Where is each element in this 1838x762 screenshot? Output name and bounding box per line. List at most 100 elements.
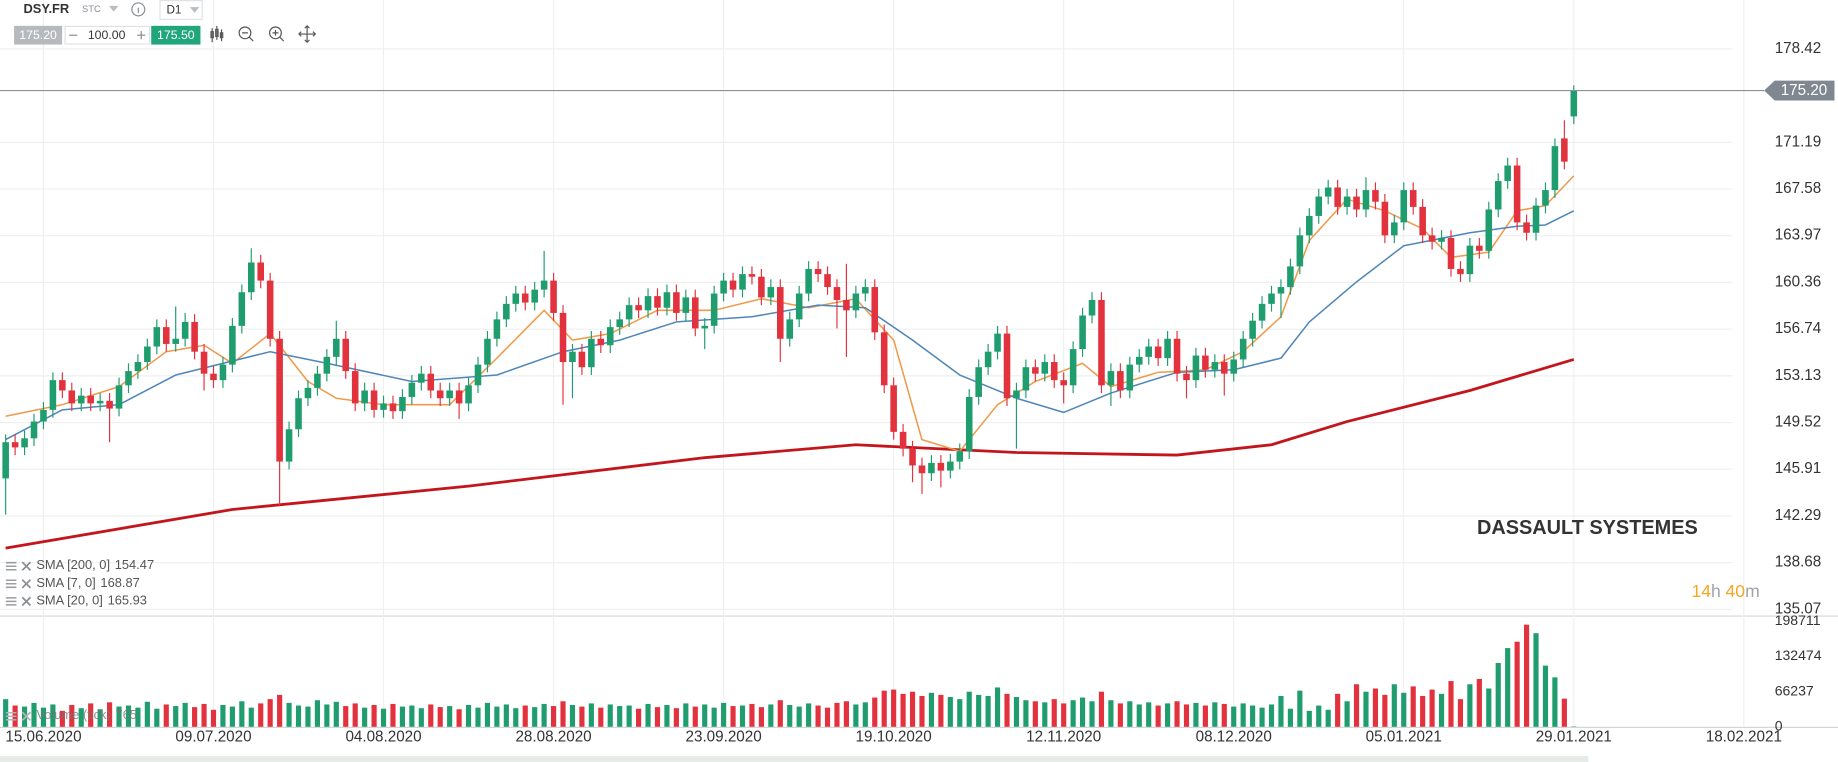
candle-body xyxy=(1315,196,1323,216)
candle-body xyxy=(162,327,170,344)
volume-bar xyxy=(598,707,604,727)
volume-bar xyxy=(1344,701,1350,727)
candle-body xyxy=(569,351,576,363)
volume-bar xyxy=(636,708,642,727)
volume-bar xyxy=(1335,693,1341,727)
volume-bar xyxy=(324,704,330,727)
volume-bar xyxy=(1514,641,1520,727)
legend-settings-icon[interactable] xyxy=(5,579,17,589)
candle-body xyxy=(172,338,179,344)
candle-body xyxy=(1022,367,1030,391)
volume-bar xyxy=(192,707,198,727)
candle-body xyxy=(578,351,586,368)
zoom-out-icon[interactable] xyxy=(238,26,254,42)
candle-body xyxy=(540,280,548,290)
candle-body xyxy=(1079,315,1086,350)
legend-settings-icon[interactable] xyxy=(5,561,17,571)
candle-body xyxy=(1050,362,1058,381)
volume-bar xyxy=(1023,700,1029,727)
volume-bar xyxy=(758,707,764,727)
volume-legend: Volume (tick) 765 xyxy=(36,708,137,723)
volume-tick-label: 66237 xyxy=(1775,682,1814,698)
y-tick-label: 135.07 xyxy=(1775,600,1822,617)
symbol-dropdown[interactable] xyxy=(109,5,119,12)
candle-body xyxy=(1069,349,1077,386)
volume-bar xyxy=(1495,662,1501,727)
candle-body xyxy=(77,395,85,404)
candle-body xyxy=(1391,222,1398,236)
volume-bar xyxy=(380,708,387,727)
candle-body xyxy=(1542,190,1549,206)
volume-input[interactable] xyxy=(64,25,151,45)
volume-bar xyxy=(617,706,623,727)
volume-bar xyxy=(853,704,859,727)
volume-legend-name: Volume (tick) xyxy=(36,708,110,723)
legend-remove-icon[interactable] xyxy=(21,579,32,589)
volume-bar xyxy=(1287,708,1293,727)
last-price-badge xyxy=(1764,80,1835,101)
candle-body xyxy=(965,396,973,452)
candle-body xyxy=(11,442,19,448)
volume-bar xyxy=(966,691,972,727)
volume-bar xyxy=(881,690,887,727)
candle-body xyxy=(890,385,897,432)
buy-button[interactable] xyxy=(151,25,201,45)
candle-body xyxy=(1003,333,1011,399)
volume-bar xyxy=(532,707,538,727)
candle-body xyxy=(68,390,76,404)
candle-body xyxy=(1277,287,1285,294)
volume-bar xyxy=(957,699,963,727)
volume-bar xyxy=(305,706,311,727)
candle-body xyxy=(1164,338,1171,359)
volume-bar xyxy=(1013,697,1020,727)
y-tick-label: 142.29 xyxy=(1775,507,1822,524)
candle-body xyxy=(1202,355,1209,370)
candle-body xyxy=(777,287,784,339)
info-icon[interactable] xyxy=(131,2,146,17)
candle-body xyxy=(1239,338,1247,360)
candle-body xyxy=(852,293,860,311)
legend-value: 154.47 xyxy=(115,558,154,573)
legend-settings-icon[interactable] xyxy=(5,597,17,606)
crosshair-icon[interactable] xyxy=(298,24,317,44)
timeframe-box[interactable] xyxy=(159,0,203,20)
y-tick-label: 178.42 xyxy=(1775,40,1822,57)
candle-body xyxy=(654,296,661,308)
candle-body xyxy=(399,396,406,412)
y-tick-label: 149.52 xyxy=(1775,414,1822,431)
candle-type-icon[interactable] xyxy=(210,25,224,43)
candle-body xyxy=(928,462,935,474)
legend-remove-icon[interactable] xyxy=(21,596,32,607)
zoom-in-icon[interactable] xyxy=(269,26,285,42)
volume-bar xyxy=(1250,705,1256,727)
volume-bar xyxy=(248,707,254,727)
volume-bar xyxy=(428,704,434,727)
x-tick-label: 28.08.2020 xyxy=(515,728,591,745)
symbol[interactable]: DSY.FR xyxy=(23,1,69,16)
scrollbar[interactable] xyxy=(0,756,1589,762)
candle-body xyxy=(1362,190,1370,210)
x-tick-label: 05.01.2021 xyxy=(1366,728,1442,745)
volume-bar xyxy=(1098,691,1105,727)
candle-body xyxy=(795,293,803,320)
volume-bar xyxy=(702,704,708,727)
volume-bar xyxy=(588,703,594,727)
candle-body xyxy=(266,280,274,339)
volume-bar xyxy=(1467,684,1473,727)
volume-bar xyxy=(664,704,670,727)
volume-bar xyxy=(97,709,103,727)
volume-bar xyxy=(569,704,576,727)
candle-body xyxy=(1570,90,1578,117)
overlay-layer: 178.42 171.19 167.58 163.97 160.36 156.74 153.… xyxy=(0,40,1835,745)
sell-price: 175.20 xyxy=(19,28,57,42)
volume-bar xyxy=(1032,701,1038,727)
volume-bar xyxy=(144,701,150,727)
volume-bar xyxy=(1051,699,1057,727)
plus-button[interactable] xyxy=(137,31,146,40)
candle-body xyxy=(1466,245,1474,275)
candle-body xyxy=(1306,215,1313,236)
volume-bar xyxy=(390,703,396,727)
x-tick-label: 09.07.2020 xyxy=(175,728,251,745)
legend-remove-icon[interactable] xyxy=(21,561,32,571)
sell-button[interactable] xyxy=(14,25,63,45)
